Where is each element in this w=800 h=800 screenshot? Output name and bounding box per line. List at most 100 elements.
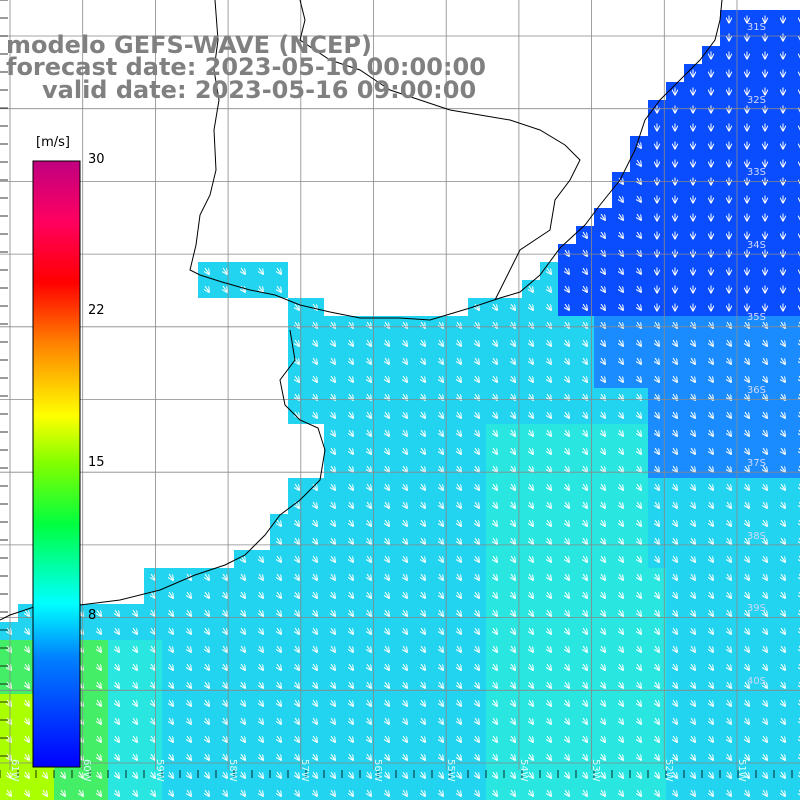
wind-cell xyxy=(126,784,144,800)
title-valid-date: valid date: 2023-05-16 09:00:00 xyxy=(42,76,477,104)
wind-cell xyxy=(792,622,800,640)
lon-label: 57W xyxy=(299,759,310,782)
wind-cell xyxy=(792,46,800,64)
lat-label: 31S xyxy=(746,22,766,33)
wind-cell xyxy=(0,784,18,800)
title-forecast-date: forecast date: 2023-05-10 00:00:00 xyxy=(6,53,486,81)
lon-label: 51W xyxy=(736,759,747,782)
wind-cell xyxy=(342,784,360,800)
wind-cell xyxy=(792,496,800,514)
wind-cell xyxy=(288,784,306,800)
wind-cell xyxy=(792,136,800,154)
wind-cell xyxy=(702,784,720,800)
wind-cell xyxy=(792,550,800,568)
lat-label: 40S xyxy=(746,676,766,687)
wind-cell xyxy=(792,460,800,478)
wind-cell xyxy=(756,784,774,800)
wind-cell xyxy=(792,730,800,748)
colorbar xyxy=(32,160,81,768)
wind-cell xyxy=(792,154,800,172)
wind-cell xyxy=(774,784,792,800)
wind-cell xyxy=(630,784,648,800)
lon-label: 56W xyxy=(372,759,383,782)
wind-cell xyxy=(792,784,800,800)
wind-cell xyxy=(216,784,234,800)
wind-cell xyxy=(486,784,504,800)
lon-label: 55W xyxy=(445,759,456,782)
wind-cell xyxy=(522,784,540,800)
wind-cell xyxy=(36,784,54,800)
wind-cell xyxy=(792,370,800,388)
wind-cell xyxy=(792,712,800,730)
wind-cell xyxy=(612,784,630,800)
wind-cell xyxy=(198,784,216,800)
wind-cell xyxy=(576,784,594,800)
wind-cell xyxy=(72,784,90,800)
wind-cell xyxy=(792,64,800,82)
wind-cell xyxy=(792,388,800,406)
wind-cell xyxy=(648,784,666,800)
wind-cell xyxy=(792,316,800,334)
wind-cell xyxy=(792,406,800,424)
wind-cell xyxy=(720,784,738,800)
wind-cell xyxy=(792,568,800,586)
wind-cell xyxy=(792,442,800,460)
wind-cell xyxy=(792,262,800,280)
lat-label: 33S xyxy=(746,167,766,178)
wind-cell xyxy=(378,784,396,800)
wind-cell xyxy=(414,784,432,800)
lat-label: 38S xyxy=(746,531,766,542)
wind-cell xyxy=(306,784,324,800)
wind-cell xyxy=(792,334,800,352)
wind-cell xyxy=(792,298,800,316)
lon-label: 53W xyxy=(590,759,601,782)
lon-label: 52W xyxy=(663,759,674,782)
wind-cell xyxy=(792,28,800,46)
lat-label: 39S xyxy=(746,603,766,614)
lat-label: 34S xyxy=(746,240,766,251)
colorbar-tick: 8 xyxy=(88,608,97,623)
lon-label: 60W xyxy=(81,759,92,782)
wind-cell xyxy=(792,352,800,370)
wind-cell xyxy=(360,784,378,800)
wind-cell xyxy=(792,118,800,136)
wind-cell xyxy=(54,784,72,800)
wind-cell xyxy=(792,766,800,784)
wind-cell xyxy=(396,784,414,800)
wind-cell xyxy=(18,784,36,800)
wind-cell xyxy=(270,784,288,800)
wind-cell xyxy=(792,604,800,622)
wind-cell xyxy=(792,244,800,262)
wind-cell xyxy=(792,424,800,442)
wind-cell xyxy=(792,478,800,496)
wind-cell xyxy=(792,226,800,244)
wind-cell xyxy=(792,190,800,208)
lon-label: 54W xyxy=(518,759,529,782)
wind-cell xyxy=(792,586,800,604)
colorbar-tick-max: 30 xyxy=(88,152,105,167)
wind-cell xyxy=(792,676,800,694)
wind-cell xyxy=(684,784,702,800)
wind-cell xyxy=(108,784,126,800)
wind-cell xyxy=(450,784,468,800)
wind-cell xyxy=(738,784,756,800)
wind-cell xyxy=(162,784,180,800)
wind-cell xyxy=(792,532,800,550)
wind-cell xyxy=(324,784,342,800)
wind-cell xyxy=(594,784,612,800)
wind-cell xyxy=(792,280,800,298)
wind-cell xyxy=(792,82,800,100)
wind-cell xyxy=(666,784,684,800)
wind-cell xyxy=(252,784,270,800)
colorbar-tick: 15 xyxy=(88,455,105,470)
wind-cell xyxy=(180,784,198,800)
wind-cell xyxy=(792,658,800,676)
colorbar-unit: [m/s] xyxy=(36,135,70,150)
lon-label: 58W xyxy=(227,759,238,782)
colorbar-tick: 22 xyxy=(88,303,105,318)
lat-label: 36S xyxy=(746,385,766,396)
wind-cell xyxy=(144,784,162,800)
wind-cell xyxy=(792,208,800,226)
lon-label: 59W xyxy=(154,759,165,782)
